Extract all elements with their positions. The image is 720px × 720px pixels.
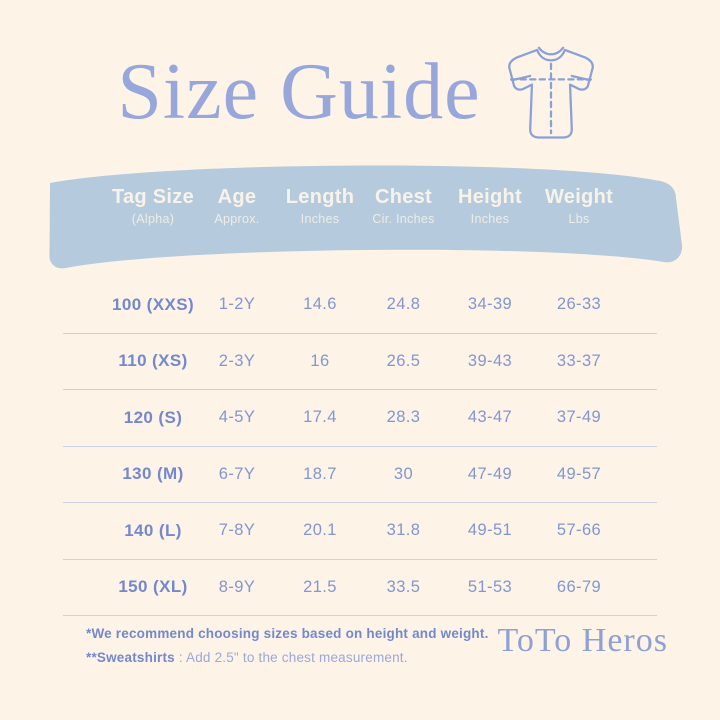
footnotes: *We recommend choosing sizes based on he…	[86, 622, 489, 670]
table-cell: 34-39	[467, 295, 513, 314]
page-title: Size Guide	[117, 48, 481, 136]
table-cell: 30	[393, 464, 414, 483]
column-label: Height	[457, 186, 523, 208]
footnote-height-weight: *We recommend choosing sizes based on he…	[86, 622, 489, 646]
table-cell: 49-51	[467, 521, 513, 540]
footnote-line2-rest: : Add 2.5" to the chest measurement.	[174, 650, 408, 665]
table-cell: 33-37	[556, 351, 602, 370]
table-cell: 43-47	[467, 408, 513, 427]
footnote-line2-bold: **Sweatshirts	[86, 650, 175, 665]
brand-wordmark: ToTo Heros	[497, 622, 668, 659]
tshirt-icon	[507, 46, 594, 139]
table-row: 150 (XL) 8-9Y 21.5 33.5 51-53 66-79	[63, 560, 657, 616]
column-header-age: Age Approx.	[195, 186, 279, 227]
column-sublabel: Cir. Inches	[372, 212, 435, 226]
table-cell: 49-57	[556, 464, 602, 483]
column-header-height: Height Inches	[446, 186, 534, 227]
table-cell: 21.5	[303, 577, 337, 596]
table-cell: 8-9Y	[218, 577, 256, 596]
table-cell: 31.8	[386, 521, 421, 540]
footnote-line1-text: *We recommend choosing sizes based on he…	[86, 626, 489, 641]
table-cell: 47-49	[467, 464, 513, 483]
footnote-sweatshirts: **Sweatshirts : Add 2.5" to the chest me…	[86, 646, 489, 670]
column-header-tag-size: Tag Size (Alpha)	[63, 186, 195, 227]
table-cell: 33.5	[386, 577, 421, 596]
table-cell: 18.7	[303, 464, 337, 483]
table-cell: 26-33	[556, 295, 602, 314]
table-cell: 1-2Y	[218, 295, 256, 314]
column-label: Chest	[374, 186, 433, 208]
table-cell: 24.8	[386, 295, 421, 314]
table-row: 100 (XXS) 1-2Y 14.6 24.8 34-39 26-33	[63, 277, 657, 334]
column-sublabel: Lbs	[568, 212, 590, 226]
tag-size-cell: 150 (XL)	[118, 577, 188, 597]
table-cell: 39-43	[467, 351, 513, 370]
column-label: Weight	[544, 186, 614, 208]
table-cell: 4-5Y	[218, 408, 256, 427]
table-row: 110 (XS) 2-3Y 16 26.5 39-43 33-37	[63, 334, 657, 390]
tag-size-cell: 140 (L)	[124, 520, 182, 540]
table-cell: 2-3Y	[218, 351, 256, 370]
column-label: Length	[285, 186, 355, 208]
table-row: 120 (S) 4-5Y 17.4 28.3 43-47 37-49	[63, 390, 657, 447]
column-sublabel: Inches	[470, 212, 510, 226]
table-cell: 14.6	[303, 295, 337, 314]
column-sublabel: (Alpha)	[131, 212, 175, 226]
table-row: 140 (L) 7-8Y 20.1 31.8 49-51 57-66	[63, 503, 657, 560]
table-cell: 26.5	[386, 351, 421, 370]
table-header-banner	[49, 165, 683, 269]
column-header-length: Length Inches	[279, 186, 361, 227]
table-body: 100 (XXS) 1-2Y 14.6 24.8 34-39 26-33 110 (XS) 2…	[63, 277, 657, 616]
table-header-row: Tag Size (Alpha) Age Approx. Length Inches Che…	[63, 186, 657, 227]
column-header-chest: Chest Cir. Inches	[361, 186, 446, 227]
banner-shape	[49, 165, 683, 269]
table-cell: 6-7Y	[218, 464, 256, 483]
tag-size-cell: 120 (S)	[123, 407, 183, 427]
table-cell: 7-8Y	[218, 521, 256, 540]
column-sublabel: Approx.	[214, 212, 260, 226]
table-row: 130 (M) 6-7Y 18.7 30 47-49 49-57	[63, 447, 657, 503]
tag-size-cell: 110 (XS)	[118, 351, 188, 371]
table-cell: 16	[310, 351, 330, 370]
table-cell: 57-66	[556, 521, 602, 540]
column-label: Tag Size	[111, 186, 195, 208]
table-cell: 51-53	[467, 577, 513, 596]
table-cell: 28.3	[386, 408, 421, 427]
column-label: Age	[217, 186, 257, 208]
table-cell: 66-79	[556, 577, 602, 596]
column-sublabel: Inches	[300, 212, 340, 226]
tag-size-cell: 130 (M)	[122, 464, 184, 484]
column-header-weight: Weight Lbs	[534, 186, 624, 227]
table-cell: 17.4	[303, 408, 337, 427]
title-row: Size Guide	[0, 36, 720, 148]
table-cell: 37-49	[556, 408, 602, 427]
table-cell: 20.1	[303, 521, 337, 540]
tag-size-cell: 100 (XXS)	[111, 294, 195, 314]
